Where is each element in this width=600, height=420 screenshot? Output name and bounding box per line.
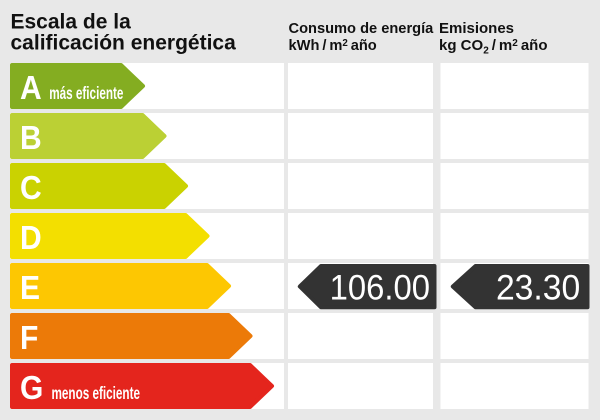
svg-text:kWh / m2 año: kWh / m2 año	[289, 38, 377, 54]
svg-text:Emisiones: Emisiones	[439, 20, 514, 37]
svg-text:D: D	[20, 218, 42, 256]
svg-text:G: G	[20, 368, 43, 406]
svg-text:C: C	[20, 168, 42, 206]
svg-text:23.30: 23.30	[496, 269, 580, 308]
svg-text:106.00: 106.00	[330, 268, 430, 307]
svg-text:más eficiente: más eficiente	[49, 85, 123, 104]
svg-text:Escala de la: Escala de la	[11, 11, 132, 34]
svg-text:E: E	[20, 268, 40, 306]
svg-text:Consumo de energía: Consumo de energía	[289, 21, 435, 37]
svg-text:B: B	[20, 118, 42, 156]
svg-text:kg CO2 / m2 año: kg CO2 / m2 año	[439, 37, 548, 57]
svg-text:F: F	[20, 318, 38, 356]
svg-text:A: A	[20, 68, 42, 106]
svg-text:menos eficiente: menos eficiente	[52, 385, 141, 404]
svg-text:calificación energética: calificación energética	[11, 32, 237, 55]
